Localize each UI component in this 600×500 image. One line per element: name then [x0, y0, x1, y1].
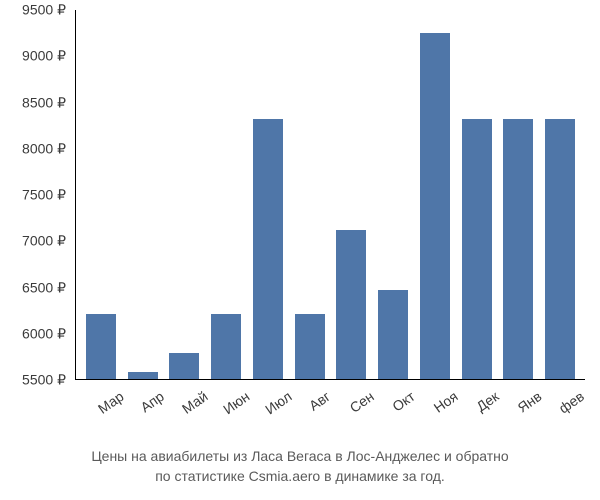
- x-tick-label: Мар: [85, 386, 115, 436]
- bar: [462, 119, 492, 379]
- bar: [295, 314, 325, 379]
- chart-caption: Цены на авиабилеты из Ласа Вегаса в Лос-…: [0, 446, 600, 487]
- caption-line-1: Цены на авиабилеты из Ласа Вегаса в Лос-…: [91, 448, 508, 464]
- bars-container: [76, 10, 585, 379]
- bar: [128, 372, 158, 379]
- bar: [503, 119, 533, 379]
- y-tick-label: 9500 ₽: [22, 2, 66, 19]
- bar: [336, 230, 366, 379]
- bar: [211, 314, 241, 379]
- y-tick-label: 5500 ₽: [22, 372, 66, 389]
- caption-line-2: по статистике Csmia.aero в динамике за г…: [155, 468, 445, 484]
- bar: [169, 353, 199, 379]
- bar: [545, 119, 575, 379]
- y-tick-label: 6500 ₽: [22, 279, 66, 296]
- bar: [420, 33, 450, 379]
- y-tick-label: 8500 ₽: [22, 94, 66, 111]
- x-axis-labels: МарАпрМайИюнИюлАвгСенОктНояДекЯнвфев: [75, 386, 585, 436]
- bar: [253, 119, 283, 379]
- y-axis: 5500 ₽6000 ₽6500 ₽7000 ₽7500 ₽8000 ₽8500…: [0, 10, 70, 380]
- y-tick-label: 7000 ₽: [22, 233, 66, 250]
- price-chart: 5500 ₽ 6000 ₽ 6500 ₽ 7000 ₽ 7500 ₽ 8000 ₽ 8500…: [0, 0, 600, 500]
- bar: [86, 314, 116, 379]
- y-tick-label: 9000 ₽: [22, 48, 66, 65]
- bar: [378, 290, 408, 379]
- y-tick-label: 6000 ₽: [22, 325, 66, 342]
- y-tick-label: 7500 ₽: [22, 187, 66, 204]
- y-tick-label: 8000 ₽: [22, 140, 66, 157]
- plot-area: [75, 10, 585, 380]
